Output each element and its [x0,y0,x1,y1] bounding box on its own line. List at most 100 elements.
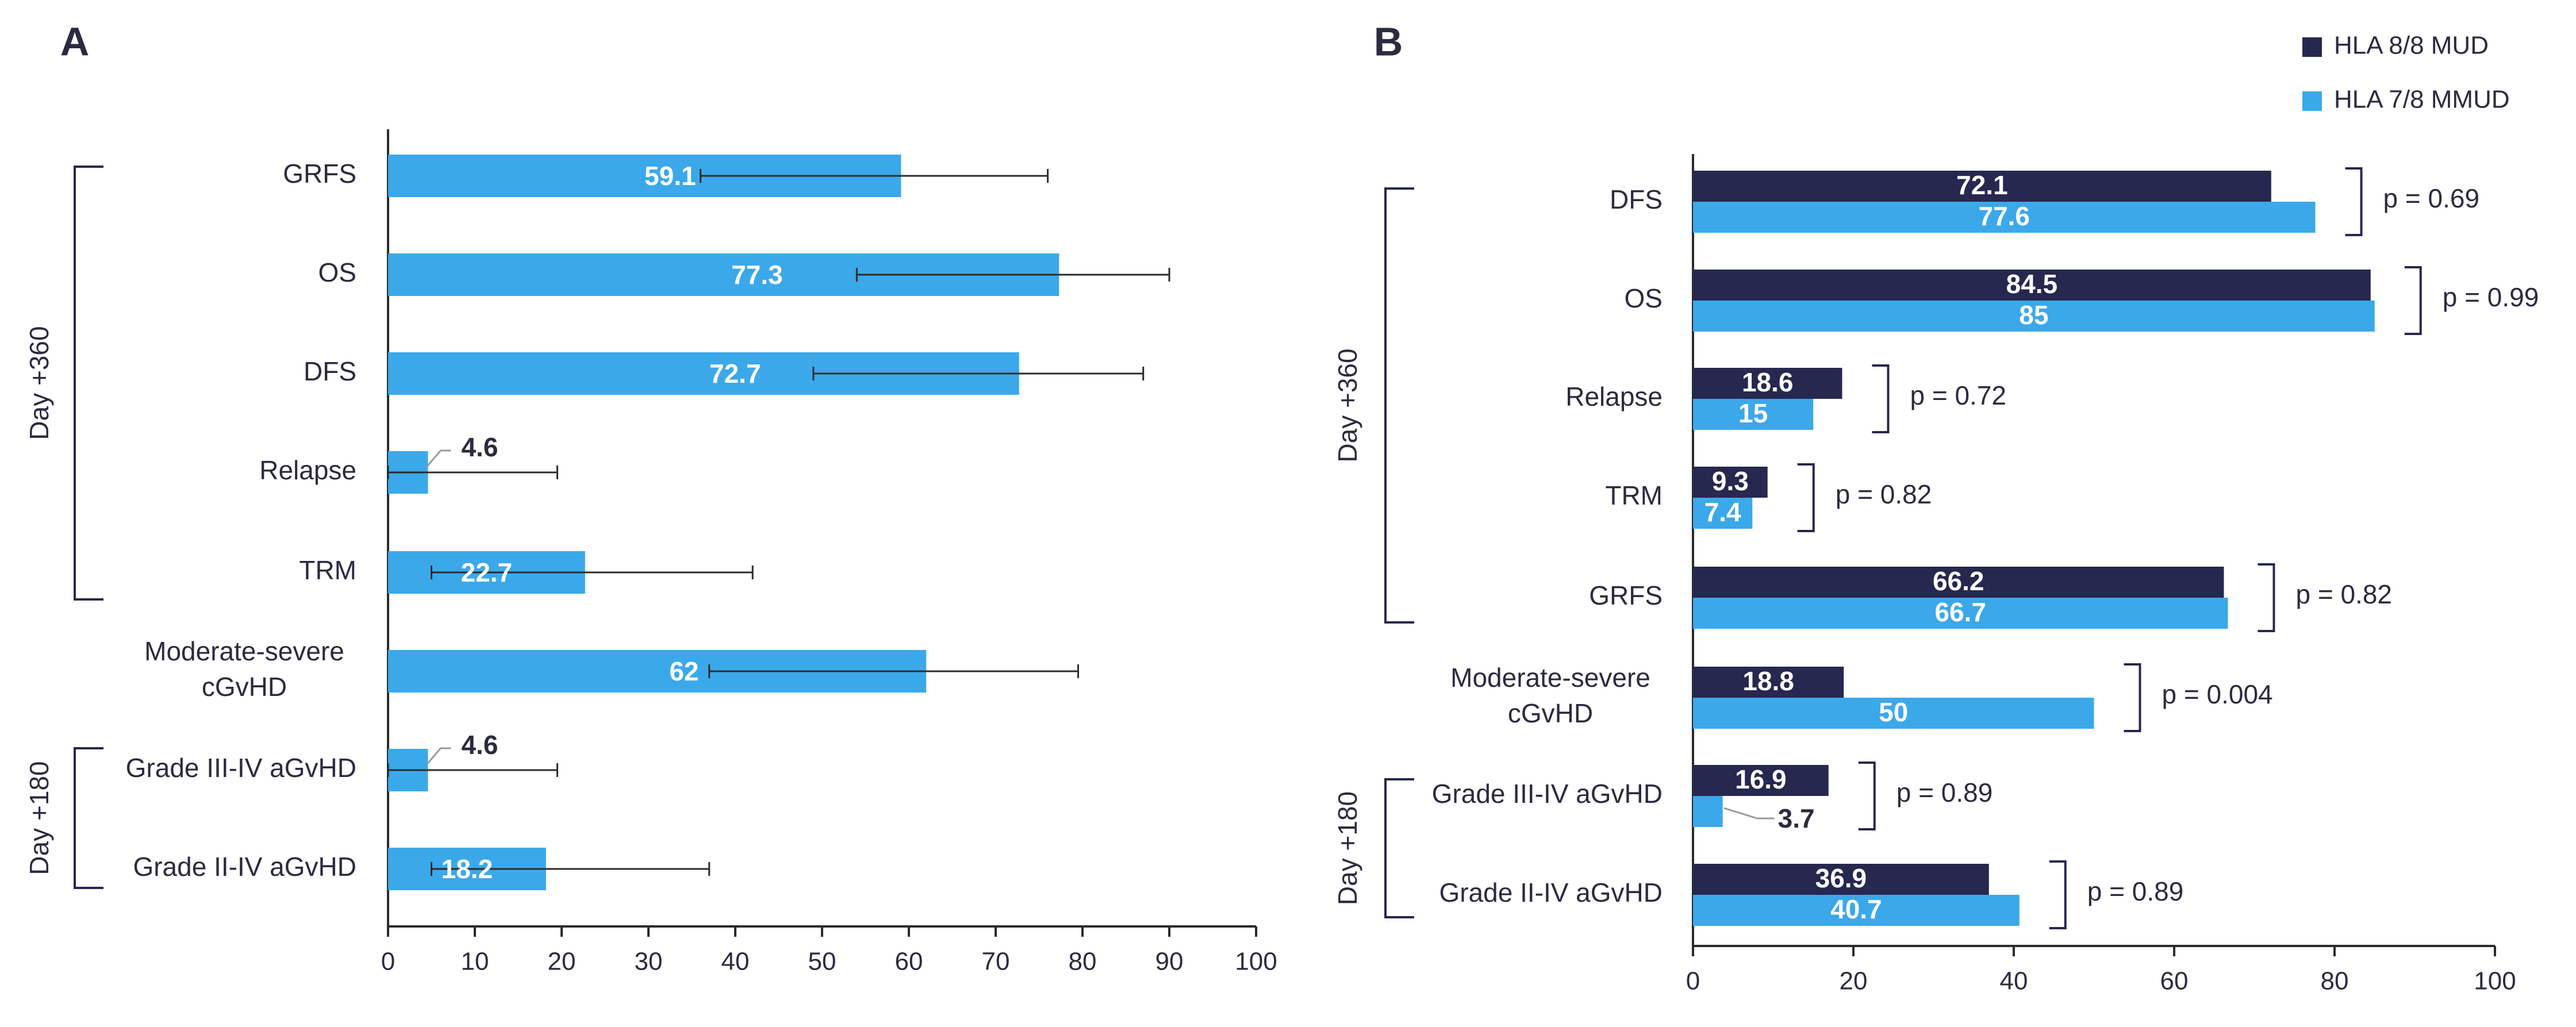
panel-a-x-tick-label: 60 [895,948,923,976]
panel-b-bar-mmud [1693,301,2375,332]
panel-b-value-label: 18.8 [1742,666,1794,696]
panel-a-x-tick-label: 40 [721,948,750,976]
panel-b-pvalue-bracket [2049,860,2067,929]
panel-b-pvalue-bracket [1872,364,1890,433]
panel-b-bar-mmud [1693,698,2094,729]
panel-b-value-label: 15 [1738,398,1768,428]
panel-b-bar-mud [1693,467,1768,498]
panel-b-bar-mmud [1693,796,1723,827]
panel-b-bar-mud [1693,171,2271,202]
panel-b-value-label: 3.7 [1778,803,1815,833]
panel-a-label-leader [426,747,451,765]
panel-b-bar-mud [1693,368,1842,399]
legend-label: HLA 8/8 MUD [2334,32,2489,60]
panel-a-x-tick-label: 30 [635,948,663,976]
panel-b-value-label: 66.2 [1933,566,1984,596]
panel-b-pvalue: p = 0.82 [2295,579,2392,609]
panel-b-pvalue: p = 0.72 [1910,380,2006,410]
panel-a-x-tick-label: 80 [1069,948,1097,976]
panel-a-value-label: 77.3 [731,260,783,290]
panel-b-group-day360-bracket [1384,187,1414,624]
panel-b-pvalue: p = 0.89 [2087,876,2184,906]
panel-b-category-label: Grade II-IV aGvHD [1439,878,1663,907]
panel-a-x-tick-label: 0 [381,948,395,976]
panel-b-bar-mud [1693,270,2371,301]
panel-a-group-day360-label: Day +360 [24,326,54,440]
panel-b-group-day360-label: Day +360 [1333,348,1362,462]
panel-b-value-label: 36.9 [1815,863,1867,893]
panel-b-pvalue-bracket [2404,266,2422,335]
panel-b-x-tick-label: 0 [1686,967,1700,995]
panel-b-bar-mmud [1693,498,1753,529]
panel-b-bar-mmud [1693,399,1814,430]
panel-b-value-label: 7.4 [1704,497,1741,527]
panel-b-value-label: 72.1 [1956,170,2008,200]
panel-a-category-label: Relapse [259,455,356,485]
panel-b-x-tick-label: 40 [2000,967,2028,995]
panel-b-pvalue: p = 0.004 [2162,679,2273,709]
panel-a-x-tick-label: 50 [808,948,836,976]
panel-b-bar-mmud [1693,895,2020,926]
panel-b-value-label: 40.7 [1830,894,1882,924]
panel-b-pvalue-bracket [2258,563,2275,632]
panel-a-group-day180-label: Day +180 [24,761,54,875]
panel-a-category-label: GRFS [283,159,356,189]
panel-b-bar-mmud [1693,202,2316,233]
panel-b-category-label: DFS [1610,184,1663,214]
panel-b-pvalue-bracket [1858,761,1876,830]
panel-b-category-label: GRFS [1589,580,1663,610]
panel-b-pvalue-bracket [2124,663,2141,732]
panel-a-value-label: 4.6 [461,730,498,760]
panel-a-value-label: 4.6 [461,432,498,462]
panel-b-category-label: cGvHD [1508,698,1593,728]
panel-a-value-label: 18.2 [442,854,493,884]
panel-b-pvalue: p = 0.69 [2383,183,2480,213]
panel-b-label-leader [1723,807,1775,820]
panel-a-value-label: 59.1 [644,161,696,191]
panel-b-value-label: 85 [2019,300,2048,330]
panel-a-value-label: 72.7 [709,359,761,389]
panel-a-label-leader [426,449,451,467]
panel-b-category-label: Grade III-IV aGvHD [1432,779,1663,809]
panel-b-bar-mmud [1693,598,2228,629]
panel-b-bar-mud [1693,667,1844,698]
panel-b-value-label: 9.3 [1712,466,1749,496]
panel-b-group-day180-label: Day +180 [1333,791,1362,905]
panel-a-group-day180-bracket [74,747,103,889]
panel-b-letter: B [1374,19,1403,64]
panel-a-value-label: 22.7 [461,557,513,587]
panel-b-pvalue-bracket [2345,167,2363,236]
panel-a-x-tick-label: 70 [982,948,1010,976]
panel-b-value-label: 18.6 [1742,367,1794,397]
panel-a-x-tick-label: 20 [548,948,576,976]
panel-a-category-label: Grade III-IV aGvHD [126,753,356,783]
panel-b-pvalue-bracket [1797,463,1815,532]
panel-a-category-label: cGvHD [202,672,287,702]
panel-a-letter: A [60,19,90,64]
panel-b-x-tick-label: 80 [2321,967,2349,995]
panel-b-value-label: 66.7 [1934,597,1986,627]
panel-a-x-tick-label: 10 [461,948,489,976]
panel-b-x-tick-label: 100 [2474,967,2516,995]
panel-b-bar-mud [1693,864,1989,895]
panel-b-value-label: 16.9 [1735,764,1787,794]
panel-b-bar-mud [1693,567,2224,598]
panel-a-category-label: TRM [299,555,356,585]
panel-b-pvalue: p = 0.89 [1897,778,1993,807]
panel-b-value-label: 77.6 [1978,201,2030,231]
panel-a-group-day360-bracket [74,166,103,601]
panel-b-category-label: Moderate-severe [1450,663,1650,693]
panel-b-category-label: TRM [1605,480,1663,510]
panel-b-group-day180-bracket [1384,778,1414,918]
panel-b-x-tick-label: 60 [2160,967,2189,995]
panel-b-category-label: Relapse [1565,382,1663,411]
panel-b-bar-mud [1693,765,1829,796]
panel-b-pvalue: p = 0.99 [2443,282,2539,312]
panel-a-x-tick-label: 100 [1235,948,1277,976]
panel-a-value-label: 62 [669,656,698,686]
panel-b-value-label: 50 [1879,697,1908,727]
panel-b-x-tick-label: 20 [1840,967,1868,995]
legend-label: HLA 7/8 MMUD [2334,86,2510,114]
panel-a-category-label: DFS [304,356,356,386]
